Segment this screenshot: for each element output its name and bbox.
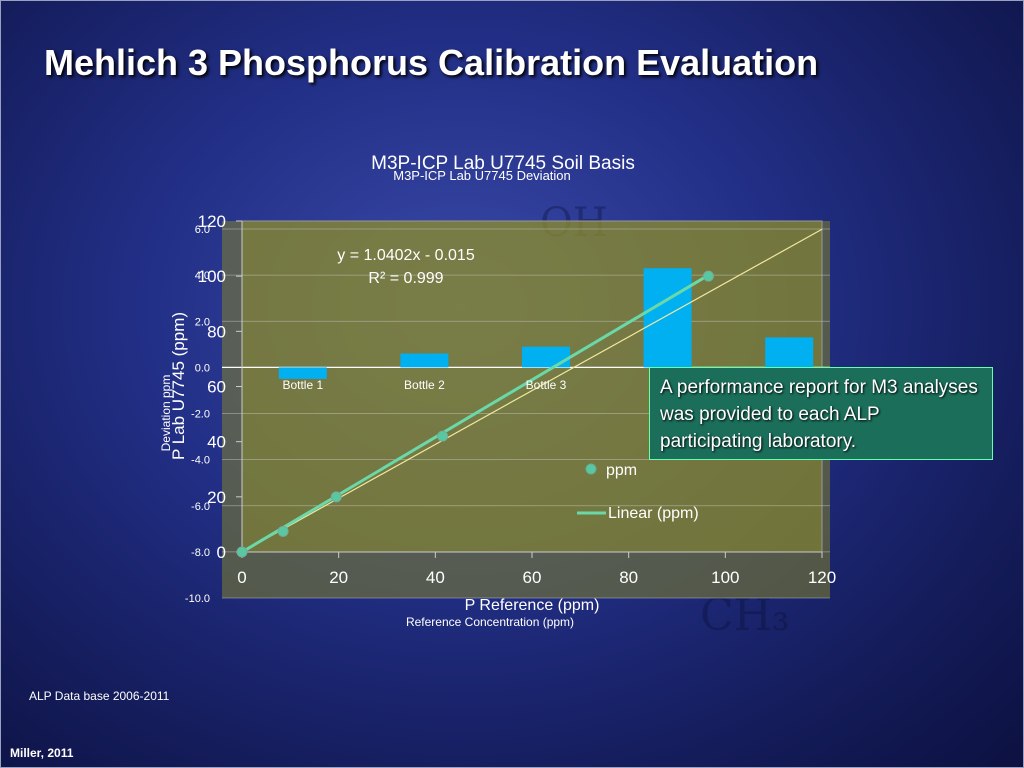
legend-marker-ppm [585, 463, 597, 475]
deviation-bar [400, 353, 449, 368]
linear-trendline [241, 273, 710, 554]
scatter-x-tick-label: 20 [329, 568, 348, 587]
callout-box: A performance report for M3 analyses was… [649, 367, 993, 460]
scatter-point [236, 546, 248, 558]
deviation-y-tick-label: -2.0 [191, 409, 210, 421]
scatter-marks [236, 228, 823, 558]
deviation-x-axis-label: Reference Concentration (ppm) [406, 615, 574, 629]
scatter-point [277, 525, 289, 537]
deviation-category-label: Bottle 3 [526, 378, 567, 392]
scatter-y-tick-label: 0 [217, 543, 226, 562]
scatter-y-tick-label: 40 [207, 433, 226, 452]
legend-label-ppm: ppm [606, 462, 637, 479]
scatter-chart-title: M3P-ICP Lab U7745 Soil Basis [371, 153, 635, 174]
deviation-y-tick-label: 4.0 [195, 270, 210, 282]
trendline-r-squared: R² = 0.999 [368, 270, 443, 287]
scatter-x-axis-label: P Reference (ppm) [465, 597, 600, 614]
scatter-x-tick-label: 100 [711, 568, 739, 587]
legend-label-linear: Linear (ppm) [608, 505, 699, 522]
scatter-x-tick-label: 80 [619, 568, 638, 587]
scatter-x-tick-label: 120 [808, 568, 836, 587]
background-chem-structure: CH₃ [700, 590, 790, 641]
deviation-y-tick-label: 0.0 [195, 362, 210, 374]
deviation-bar [522, 346, 570, 368]
footer-source: ALP Data base 2006-2011 [29, 689, 170, 703]
deviation-bars [278, 268, 814, 379]
deviation-y-tick-label: 6.0 [195, 224, 210, 236]
deviation-category-label: Bottle 2 [404, 378, 445, 392]
deviation-y-tick-label: 2.0 [195, 316, 210, 328]
footer-author: Miller, 2011 [10, 746, 74, 760]
deviation-y-tick-label: -8.0 [191, 547, 210, 559]
scatter-y-tick-label: 80 [207, 322, 226, 341]
slide-title: Mehlich 3 Phosphorus Calibration Evaluat… [44, 42, 819, 83]
deviation-y-tick-label: -6.0 [191, 501, 210, 513]
scatter-x-tick-label: 0 [237, 568, 246, 587]
deviation-y-axis-label: Deviation ppm [159, 375, 173, 452]
deviation-bar [643, 268, 692, 368]
scatter-point [437, 430, 449, 442]
scatter-x-tick-label: 60 [523, 568, 542, 587]
scatter-x-tick-label: 40 [426, 568, 445, 587]
trendline-equation: y = 1.0402x - 0.015 [337, 247, 475, 264]
scatter-y-tick-label: 20 [207, 488, 226, 507]
deviation-bar [278, 367, 327, 379]
deviation-bar [765, 337, 814, 368]
scatter-y-tick-label: 120 [198, 212, 226, 231]
scatter-y-tick-label: 100 [198, 267, 226, 286]
scatter-point [702, 270, 714, 282]
deviation-chart-title: M3P-ICP Lab U7745 Deviation [393, 168, 571, 183]
chart-labels: 6.0 4.0 2.0 0.0 -2.0 -4.0 -6.0 -8.0 -10.0 0 20 40 60… [185, 212, 836, 605]
deviation-category-label: Bottle 1 [282, 378, 323, 392]
deviation-y-tick-label: -10.0 [185, 593, 210, 605]
scatter-gridlines [236, 220, 823, 558]
scatter-point [330, 491, 342, 503]
scatter-y-tick-label: 60 [207, 378, 226, 397]
scatter-y-axis-label: P Lab U7745 (ppm) [169, 312, 188, 460]
deviation-y-tick-label: -4.0 [191, 455, 210, 467]
